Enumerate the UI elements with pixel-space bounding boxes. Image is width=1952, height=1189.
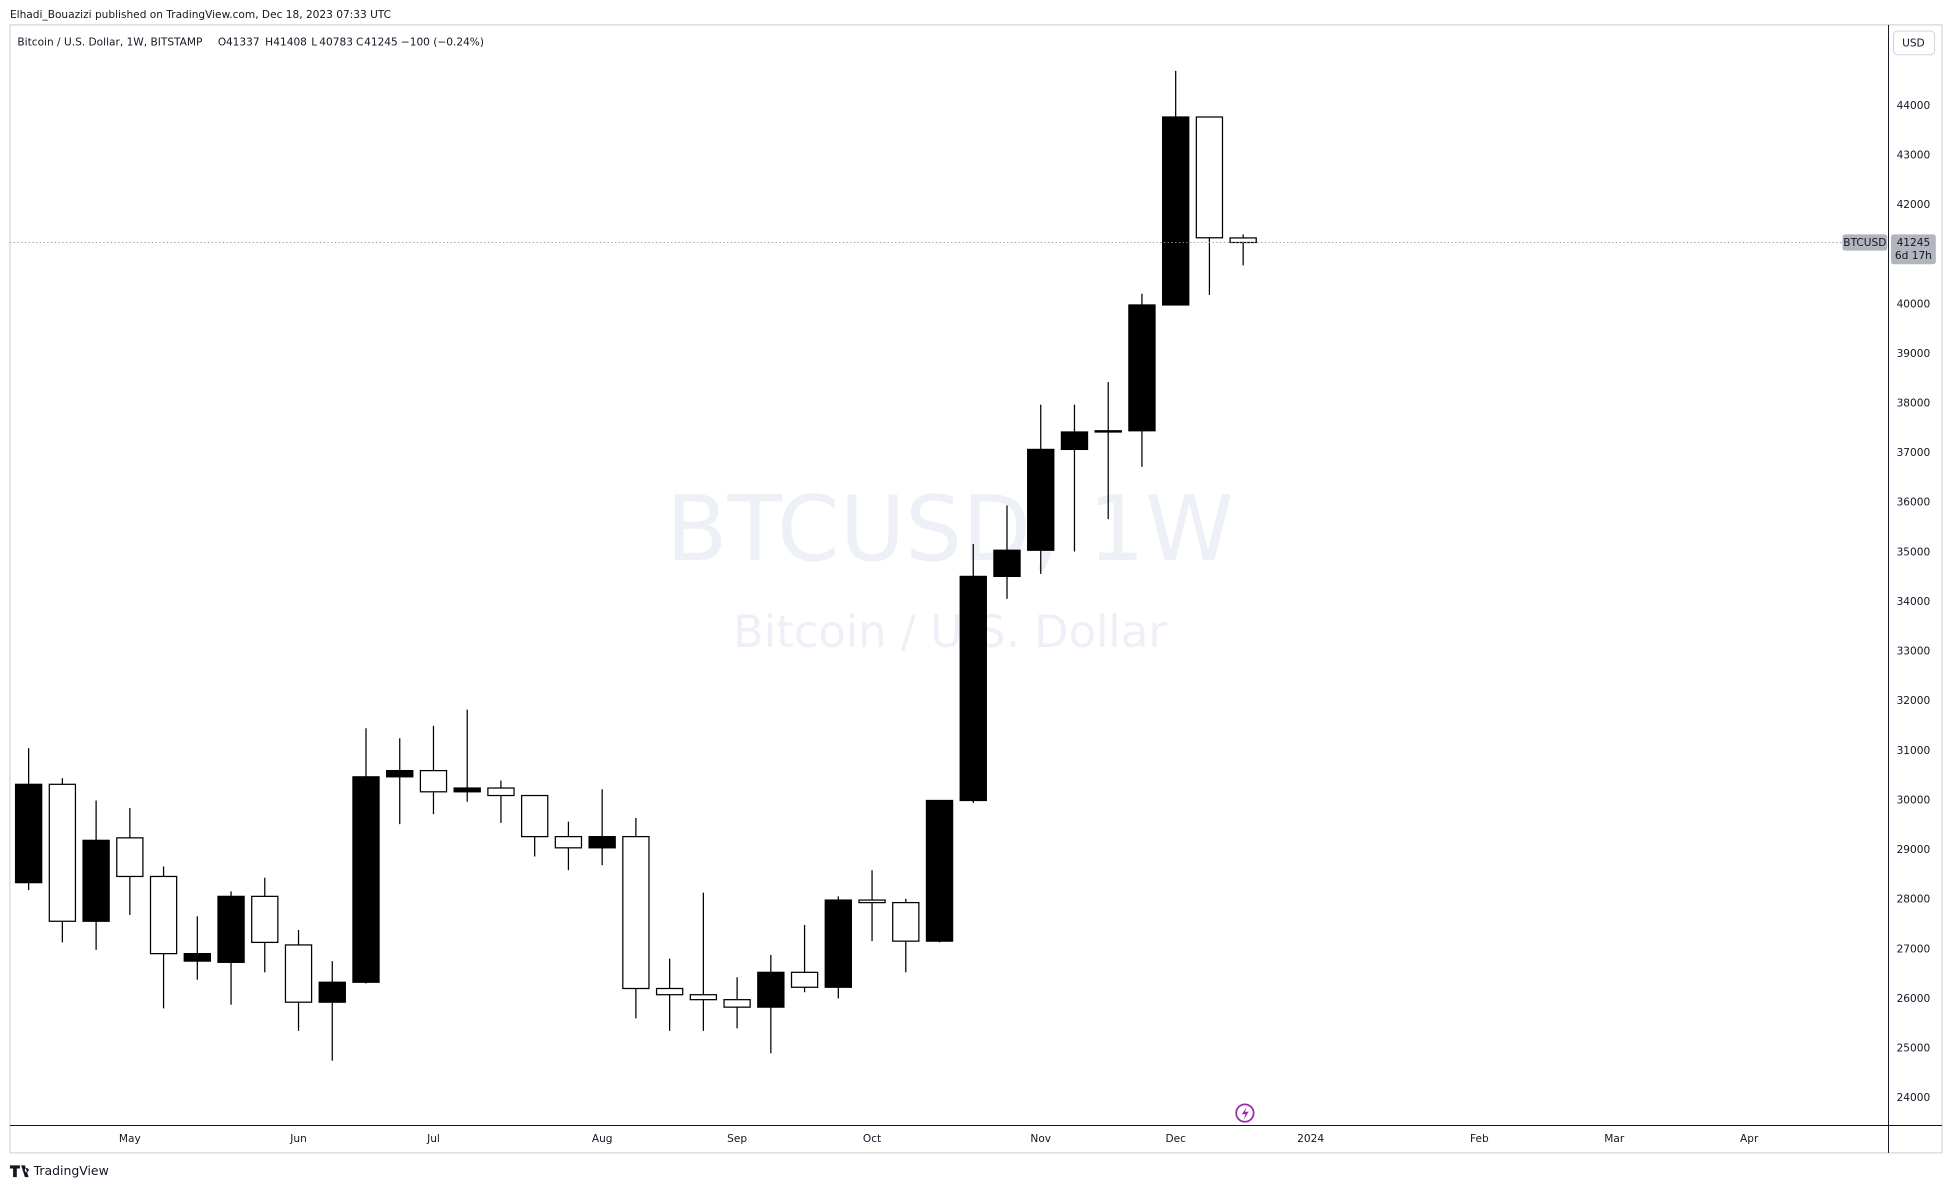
y-tick-label: 36000 xyxy=(1897,497,1931,509)
candle-body xyxy=(1094,430,1122,433)
candle-body xyxy=(386,769,414,778)
candle-body xyxy=(993,549,1021,578)
candle-body xyxy=(1229,237,1257,244)
attribution: Elhadi_Bouazizi published on TradingView… xyxy=(10,9,391,21)
y-tick-label: 34000 xyxy=(1897,596,1931,608)
change: −100 (−0.24%) xyxy=(401,36,484,48)
candle-body xyxy=(183,952,212,962)
candle-body xyxy=(588,835,616,849)
candle-body xyxy=(217,895,245,963)
candle-body xyxy=(82,839,110,922)
y-tick-label: 24000 xyxy=(1897,1092,1931,1104)
x-tick-label: Jun xyxy=(289,1133,307,1145)
y-tick-label: 42000 xyxy=(1897,199,1931,211)
candle-body xyxy=(858,899,886,904)
candle-body xyxy=(1027,448,1055,551)
y-tick-label: 32000 xyxy=(1897,695,1931,707)
candle-body xyxy=(622,835,650,990)
candle-body xyxy=(116,837,144,878)
candle-body xyxy=(1060,431,1089,451)
last-price-label: 41245 xyxy=(1897,237,1931,249)
watermark: BTCUSD, 1W xyxy=(666,478,1234,582)
ohlc-label: H xyxy=(265,36,273,48)
candle-body xyxy=(925,799,954,942)
y-tick-label: 27000 xyxy=(1897,943,1931,955)
ohlc-value: 41408 xyxy=(273,36,307,48)
candle-body xyxy=(757,971,785,1008)
x-tick-label: Oct xyxy=(863,1133,881,1145)
ohlc-label: O xyxy=(218,36,226,48)
currency-label[interactable]: USD xyxy=(1902,38,1925,50)
brand: TradingView xyxy=(33,1163,109,1178)
candle-body xyxy=(318,981,346,1003)
symbol-title: Bitcoin / U.S. Dollar, 1W, BITSTAMP xyxy=(17,36,203,48)
y-tick-label: 26000 xyxy=(1897,993,1931,1005)
candle-body xyxy=(453,787,481,793)
y-tick-label: 33000 xyxy=(1897,646,1931,658)
candle-body xyxy=(48,783,77,922)
ohlc-label: C xyxy=(356,36,363,48)
x-tick-label: Dec xyxy=(1165,1133,1186,1145)
x-tick-label: Apr xyxy=(1740,1133,1759,1145)
y-tick-label: 40000 xyxy=(1897,298,1931,310)
countdown: 6d 17h xyxy=(1895,250,1932,262)
candle-body xyxy=(251,895,279,944)
price-tag-box xyxy=(1842,234,1888,251)
y-tick-label: 31000 xyxy=(1897,745,1931,757)
candle-body xyxy=(892,901,920,942)
y-tick-label: 25000 xyxy=(1897,1043,1931,1055)
candle-body xyxy=(419,769,448,793)
x-tick-label: Aug xyxy=(592,1133,613,1145)
candle-body xyxy=(824,899,853,988)
candle-body xyxy=(554,835,583,849)
x-tick-label: May xyxy=(119,1133,141,1145)
candle-body xyxy=(1161,116,1190,306)
candle-body xyxy=(487,787,515,797)
candle-body xyxy=(723,999,751,1008)
candle-body xyxy=(689,994,718,1001)
candle-body xyxy=(1195,116,1224,239)
y-tick-label: 35000 xyxy=(1897,546,1931,558)
candle-body xyxy=(352,776,380,983)
events-icon[interactable] xyxy=(1235,1103,1255,1123)
candle-body xyxy=(655,987,684,996)
y-tick-label: 28000 xyxy=(1897,894,1931,906)
price-tag: BTCUSD xyxy=(1843,237,1886,249)
ohlc-label: L xyxy=(311,36,317,48)
x-tick-label: Sep xyxy=(727,1133,747,1145)
x-tick-label: Mar xyxy=(1604,1133,1625,1145)
candle-body xyxy=(959,575,987,802)
candle-body xyxy=(284,944,313,1003)
y-tick-label: 30000 xyxy=(1897,794,1931,806)
events-icon-bolt xyxy=(1241,1106,1249,1120)
ohlc-value: 41337 xyxy=(226,36,260,48)
ohlc-value: 41245 xyxy=(364,36,398,48)
watermark-subtitle: Bitcoin / U.S. Dollar xyxy=(733,605,1167,658)
candle-body xyxy=(1128,304,1156,432)
candles xyxy=(14,70,1257,1061)
y-tick-label: 39000 xyxy=(1897,348,1931,360)
y-tick-label: 38000 xyxy=(1897,398,1931,410)
candle-body xyxy=(149,875,178,955)
y-tick-label: 37000 xyxy=(1897,447,1931,459)
x-tick-label: 2024 xyxy=(1297,1133,1324,1145)
y-tick-label: 44000 xyxy=(1897,100,1931,112)
y-tick-label: 43000 xyxy=(1897,149,1931,161)
last-price-box xyxy=(1891,234,1936,265)
candle-body xyxy=(520,794,549,838)
y-tick-label: 29000 xyxy=(1897,844,1931,856)
candle-body xyxy=(14,783,43,884)
x-tick-label: Feb xyxy=(1470,1133,1489,1145)
currency-button[interactable] xyxy=(1892,30,1936,56)
brand-logo xyxy=(9,1165,29,1178)
x-tick-label: Jul xyxy=(426,1133,440,1145)
ohlc-value: 40783 xyxy=(319,36,353,48)
candle-body xyxy=(790,971,819,988)
chart-frame xyxy=(9,24,1943,1154)
x-tick-label: Nov xyxy=(1030,1133,1051,1145)
